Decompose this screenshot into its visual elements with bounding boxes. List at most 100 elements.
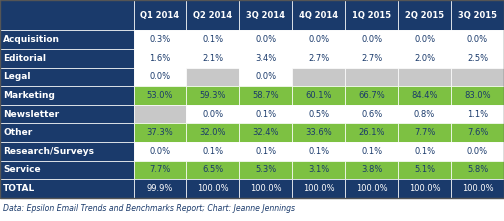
Text: 5.1%: 5.1% — [414, 165, 435, 174]
Text: 0.1%: 0.1% — [256, 110, 276, 119]
Text: 100.0%: 100.0% — [303, 184, 335, 193]
Bar — [292, 49, 345, 68]
Text: 3Q 2015: 3Q 2015 — [458, 11, 497, 20]
Bar — [239, 30, 292, 49]
Text: 100.0%: 100.0% — [356, 184, 388, 193]
Bar — [0, 30, 134, 49]
Text: 5.3%: 5.3% — [255, 165, 277, 174]
Bar — [292, 124, 345, 142]
Bar — [239, 49, 292, 68]
Bar — [451, 142, 504, 161]
Bar — [292, 105, 345, 124]
Bar — [345, 142, 398, 161]
Bar — [239, 124, 292, 142]
Bar — [451, 30, 504, 49]
Text: 7.6%: 7.6% — [467, 128, 488, 137]
Bar — [0, 0, 134, 30]
Bar — [451, 179, 504, 198]
Text: 0.0%: 0.0% — [150, 147, 170, 156]
Bar — [451, 86, 504, 105]
Bar — [0, 124, 134, 142]
Text: 3.4%: 3.4% — [255, 54, 277, 63]
Text: 60.1%: 60.1% — [305, 91, 332, 100]
Text: 0.0%: 0.0% — [414, 35, 435, 44]
Bar — [239, 161, 292, 179]
Text: 100.0%: 100.0% — [462, 184, 493, 193]
Text: Legal: Legal — [3, 72, 31, 82]
Text: 33.6%: 33.6% — [305, 128, 332, 137]
Bar — [345, 68, 398, 86]
Text: Other: Other — [3, 128, 32, 137]
Bar — [186, 0, 239, 30]
Bar — [451, 49, 504, 68]
Text: 3Q 2014: 3Q 2014 — [246, 11, 285, 20]
Bar — [134, 68, 186, 86]
Text: 0.0%: 0.0% — [467, 35, 488, 44]
Text: 59.3%: 59.3% — [200, 91, 226, 100]
Text: 0.0%: 0.0% — [203, 110, 223, 119]
Text: 0.0%: 0.0% — [308, 35, 329, 44]
Text: 2.1%: 2.1% — [203, 54, 223, 63]
Text: Q2 2014: Q2 2014 — [194, 11, 232, 20]
Text: 7.7%: 7.7% — [149, 165, 171, 174]
Text: 66.7%: 66.7% — [358, 91, 385, 100]
Bar — [398, 179, 451, 198]
Bar — [239, 179, 292, 198]
Text: 7.7%: 7.7% — [414, 128, 435, 137]
Bar — [292, 161, 345, 179]
Text: 37.3%: 37.3% — [147, 128, 173, 137]
Text: Newsletter: Newsletter — [3, 110, 59, 119]
Text: 2.7%: 2.7% — [308, 54, 330, 63]
Bar — [345, 161, 398, 179]
Bar — [398, 124, 451, 142]
Bar — [292, 86, 345, 105]
Bar — [186, 86, 239, 105]
Bar — [134, 179, 186, 198]
Bar — [398, 68, 451, 86]
Text: 0.6%: 0.6% — [361, 110, 383, 119]
Bar — [451, 161, 504, 179]
Bar — [345, 179, 398, 198]
Bar — [239, 86, 292, 105]
Bar — [345, 0, 398, 30]
Text: 83.0%: 83.0% — [464, 91, 491, 100]
Text: 0.1%: 0.1% — [361, 147, 382, 156]
Bar — [0, 142, 134, 161]
Bar — [398, 105, 451, 124]
Bar — [239, 142, 292, 161]
Text: 32.0%: 32.0% — [200, 128, 226, 137]
Bar — [134, 49, 186, 68]
Bar — [398, 30, 451, 49]
Bar — [398, 161, 451, 179]
Bar — [186, 49, 239, 68]
Bar — [398, 0, 451, 30]
Text: 0.0%: 0.0% — [256, 35, 276, 44]
Bar — [0, 179, 134, 198]
Bar — [239, 0, 292, 30]
Text: 6.5%: 6.5% — [202, 165, 224, 174]
Bar — [451, 68, 504, 86]
Bar — [0, 86, 134, 105]
Text: 2.7%: 2.7% — [361, 54, 383, 63]
Bar — [292, 179, 345, 198]
Bar — [134, 105, 186, 124]
Text: 100.0%: 100.0% — [197, 184, 229, 193]
Text: Research/Surveys: Research/Surveys — [3, 147, 94, 156]
Text: Acquisition: Acquisition — [3, 35, 60, 44]
Bar — [239, 68, 292, 86]
Text: Service: Service — [3, 165, 41, 174]
Bar — [398, 86, 451, 105]
Text: TOTAL: TOTAL — [3, 184, 35, 193]
Text: 0.1%: 0.1% — [203, 35, 223, 44]
Text: 0.1%: 0.1% — [203, 147, 223, 156]
Text: 84.4%: 84.4% — [411, 91, 438, 100]
Bar — [239, 105, 292, 124]
Bar — [186, 30, 239, 49]
Text: 26.1%: 26.1% — [358, 128, 385, 137]
Bar — [0, 68, 134, 86]
Text: 0.3%: 0.3% — [149, 35, 171, 44]
Bar — [186, 124, 239, 142]
Bar — [292, 142, 345, 161]
Text: 53.0%: 53.0% — [147, 91, 173, 100]
Text: 58.7%: 58.7% — [253, 91, 279, 100]
